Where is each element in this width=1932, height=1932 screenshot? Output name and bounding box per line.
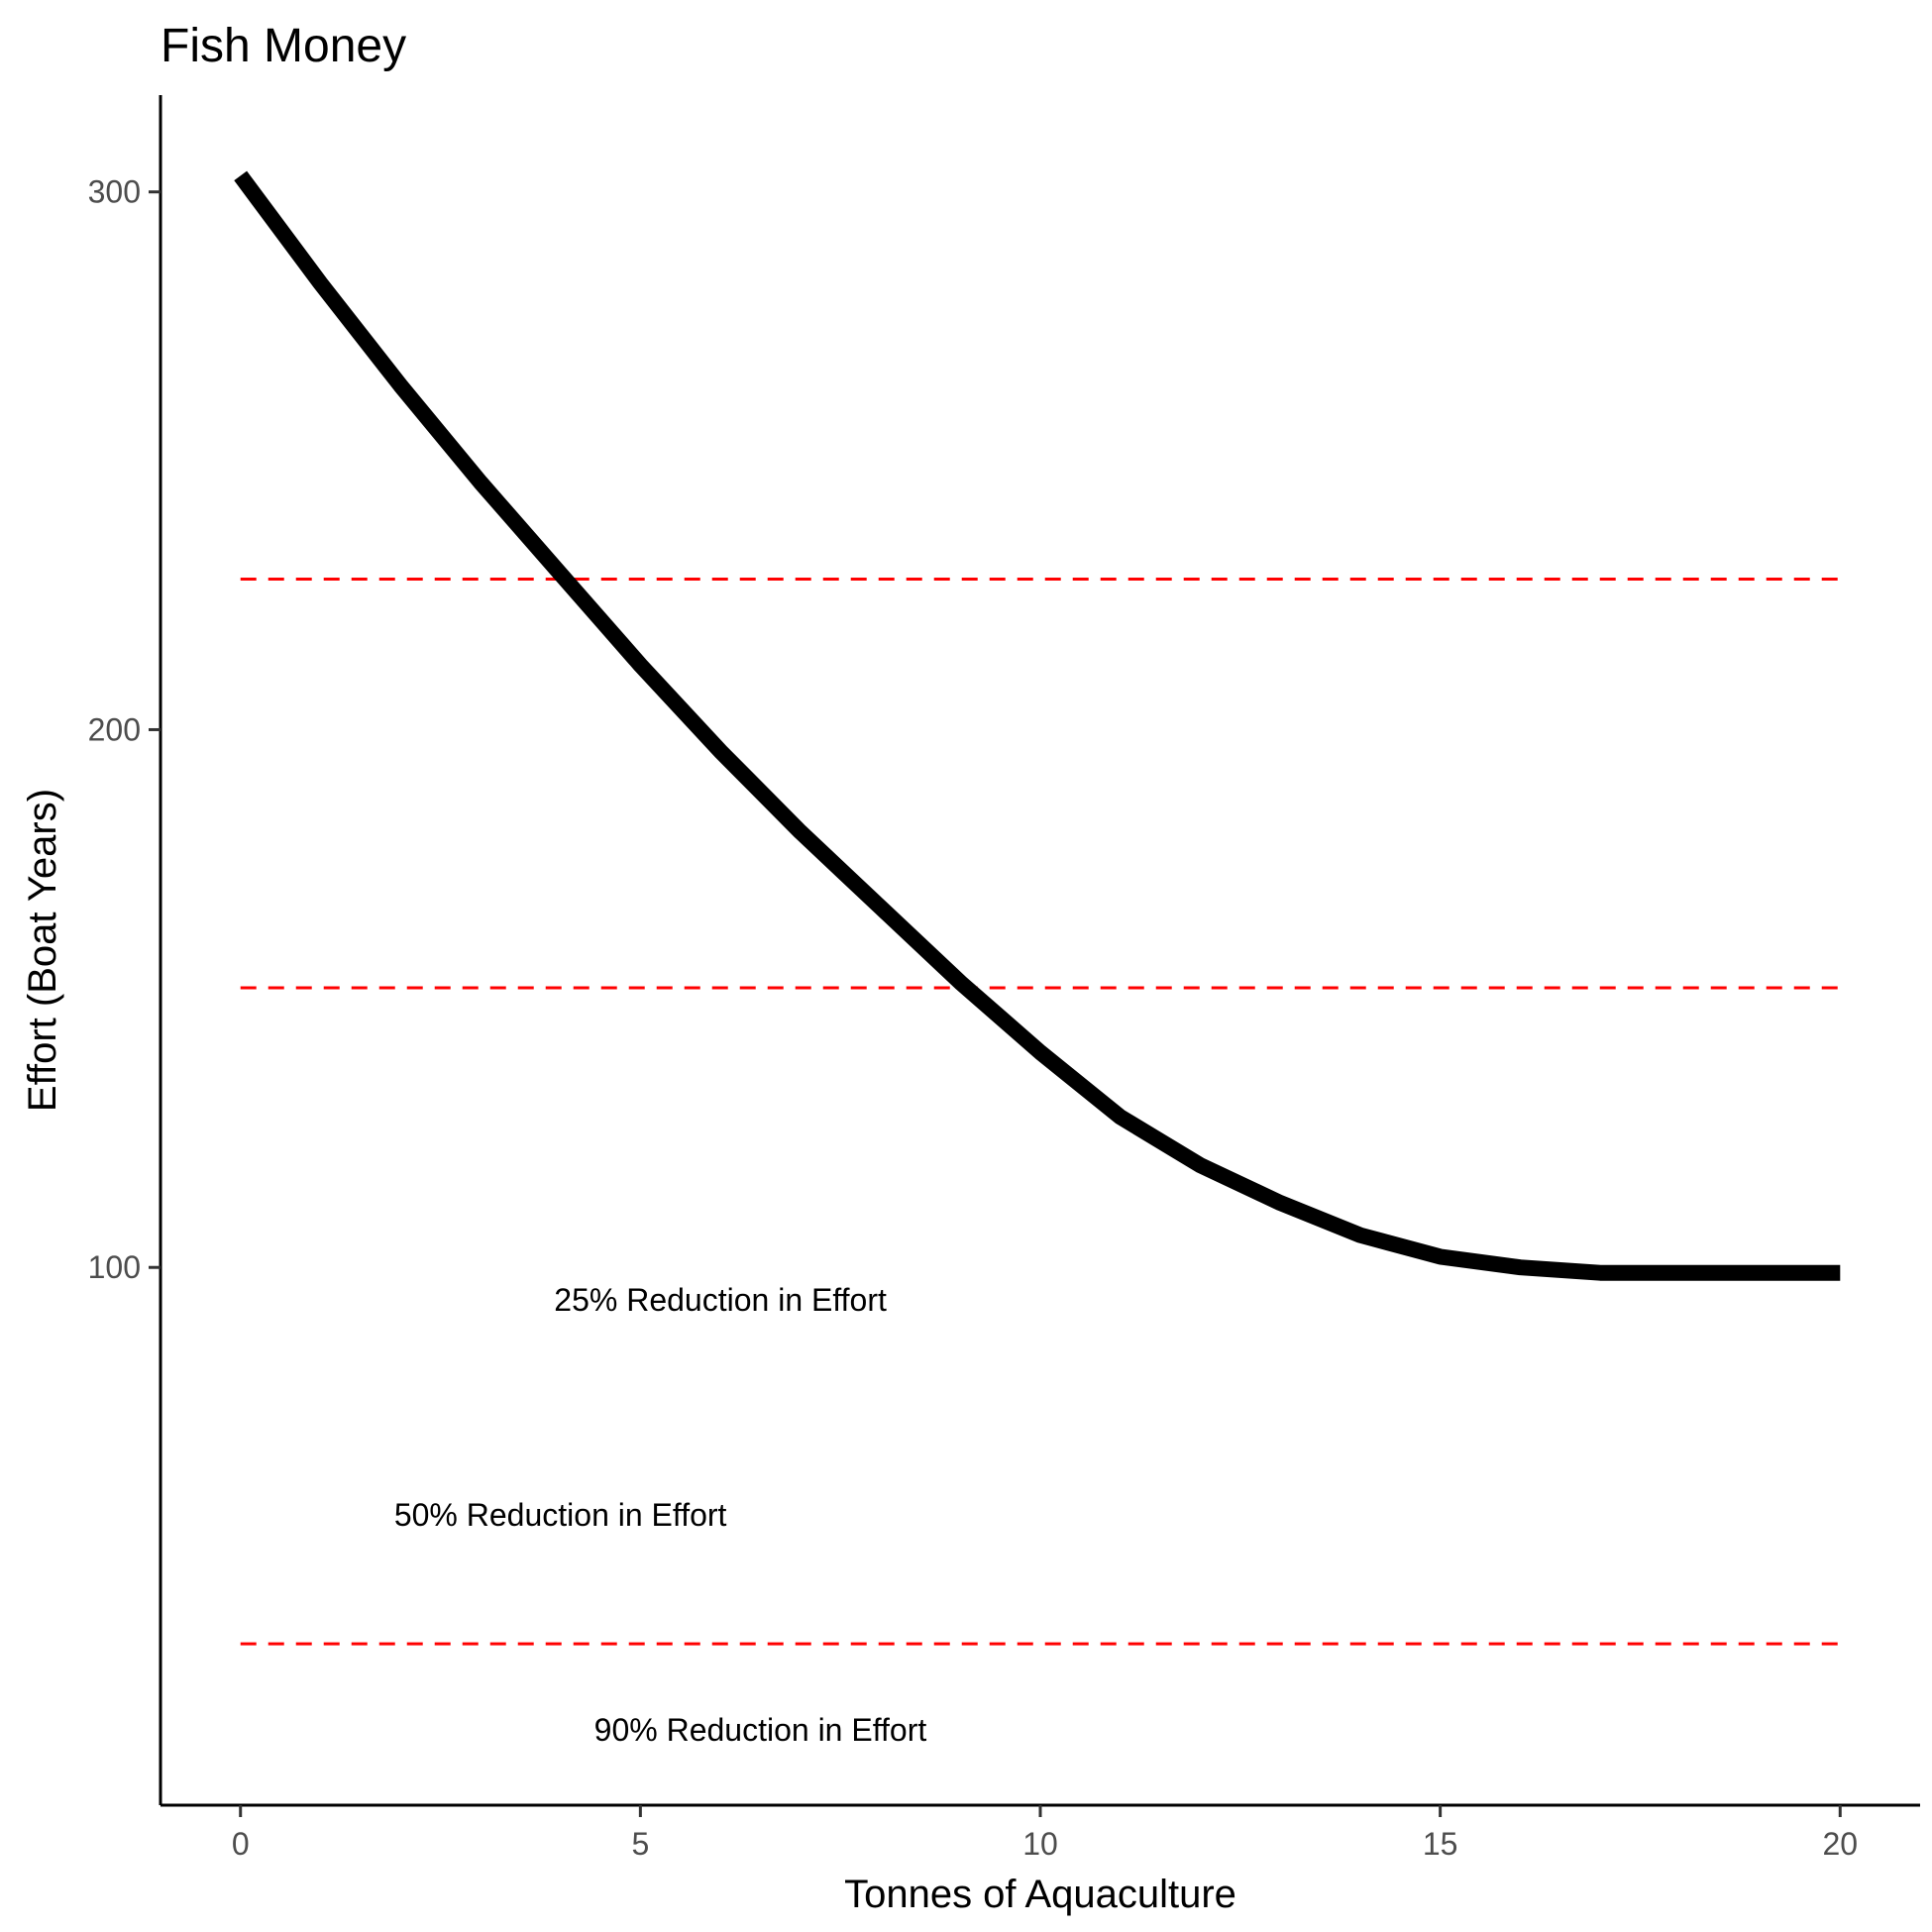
x-axis-ticks: 0 5 10 15 20 — [232, 1805, 1858, 1862]
x-tick-label: 5 — [631, 1826, 649, 1862]
chart-title: Fish Money — [161, 20, 406, 72]
annotations: 25% Reduction in Effort 50% Reduction in … — [394, 1282, 927, 1748]
series-line — [234, 170, 1841, 1281]
series-layer — [234, 170, 1841, 1281]
y-axis-ticks: 100 200 300 — [88, 174, 161, 1285]
x-axis-title: Tonnes of Aquaculture — [844, 1873, 1236, 1916]
x-tick-label: 20 — [1822, 1826, 1858, 1862]
annotation-label: 25% Reduction in Effort — [554, 1282, 887, 1318]
x-tick-label: 15 — [1423, 1826, 1458, 1862]
annotation-label: 50% Reduction in Effort — [394, 1497, 727, 1533]
x-tick-label: 0 — [232, 1826, 250, 1862]
y-axis-title: Effort (Boat Years) — [21, 789, 64, 1112]
reference-lines — [240, 577, 1841, 1646]
x-tick-label: 10 — [1022, 1826, 1058, 1862]
annotation-label: 90% Reduction in Effort — [594, 1712, 927, 1748]
y-tick-label: 200 — [88, 711, 141, 747]
y-tick-label: 100 — [88, 1249, 141, 1285]
y-tick-label: 300 — [88, 174, 141, 210]
